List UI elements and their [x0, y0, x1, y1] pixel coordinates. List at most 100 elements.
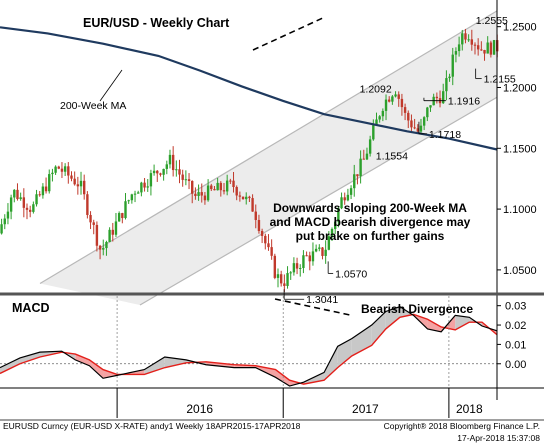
candle-body — [333, 221, 337, 229]
candle-body — [152, 170, 156, 174]
candle-body — [206, 185, 210, 201]
price-y-tick: 1.1500 — [503, 143, 537, 155]
macd-histogram-fill — [455, 315, 470, 330]
macd-histogram-fill — [324, 346, 338, 381]
candle-body — [340, 197, 343, 209]
candle-body — [60, 168, 64, 172]
candle-body — [187, 179, 191, 181]
price-chart-title: EUR/USD - Weekly Chart — [83, 16, 230, 30]
candle-body — [73, 178, 76, 185]
candle-body — [41, 186, 45, 196]
candle-body — [422, 117, 426, 126]
candle-body — [171, 154, 175, 171]
candle-body — [82, 180, 86, 195]
candle-body — [121, 213, 124, 219]
candle-body — [254, 211, 257, 220]
candle-body — [483, 49, 486, 54]
candle-body — [35, 194, 38, 205]
candle-body — [162, 168, 165, 175]
price-annotation: 1.1554 — [376, 151, 408, 163]
candle-body — [314, 248, 318, 252]
candle-body — [32, 204, 35, 212]
candle-body — [264, 235, 267, 244]
candle-body — [368, 139, 372, 154]
candle-body — [362, 158, 365, 160]
candle-body — [445, 78, 448, 92]
candle-body — [16, 189, 19, 200]
candle-body — [9, 197, 13, 212]
candle-body — [114, 221, 118, 235]
candle-body — [426, 107, 429, 118]
candle-body — [299, 267, 302, 269]
candle-body — [388, 99, 391, 102]
candle-body — [13, 189, 16, 198]
candle-body — [238, 195, 242, 197]
candle-body — [159, 173, 162, 175]
x-tick-label: 2017 — [352, 402, 379, 416]
candle-body — [197, 192, 200, 196]
candle-body — [76, 184, 80, 187]
candle-body — [216, 182, 219, 191]
candle-body — [397, 94, 400, 99]
ma-label-leader — [99, 69, 123, 102]
candle-body — [467, 39, 470, 41]
channel-lower-line — [139, 96, 498, 306]
candle-body — [222, 190, 226, 192]
macd-histogram-fill — [103, 369, 118, 379]
candle-body — [54, 166, 57, 173]
candle-body — [203, 195, 207, 201]
macd-line — [0, 305, 498, 387]
macd-histogram-fill — [89, 359, 104, 379]
candle-body — [372, 125, 375, 140]
candle-body — [22, 197, 26, 208]
candle-body — [111, 229, 114, 235]
candle-body — [232, 180, 235, 188]
candle-body — [146, 186, 149, 188]
candle-body — [219, 182, 223, 191]
candle-body — [454, 51, 458, 55]
candle-body — [308, 255, 311, 262]
candle-body — [95, 224, 99, 246]
candle-body — [156, 170, 159, 174]
candle-body — [451, 54, 454, 77]
candle-body — [117, 213, 121, 222]
candle-body — [67, 166, 70, 176]
candle-body — [486, 42, 489, 54]
candle-body — [365, 153, 369, 160]
candle-body — [225, 180, 229, 192]
candle-body — [403, 107, 407, 113]
macd-histogram-fill — [275, 369, 290, 387]
candle-body — [105, 241, 108, 249]
candle-body — [70, 175, 73, 179]
candle-body — [273, 255, 277, 278]
candle-body — [286, 273, 289, 286]
candle-body — [311, 251, 315, 262]
candle-body — [168, 154, 172, 165]
candle-body — [276, 274, 280, 278]
macd-histogram-fill — [19, 352, 40, 364]
candle-body — [130, 194, 134, 201]
candle-body — [89, 214, 92, 223]
candle-body — [137, 192, 140, 194]
candle-body — [0, 224, 3, 234]
candle-body — [419, 125, 423, 132]
candle-body — [92, 222, 95, 225]
candle-body — [289, 272, 292, 274]
price-annotation: 1.3041 — [306, 294, 338, 306]
candle-body — [102, 248, 105, 250]
candle-body — [416, 128, 419, 132]
macd-y-tick: 0.01 — [505, 339, 526, 351]
x-tick-label: 2018 — [456, 402, 483, 416]
candle-body — [270, 247, 273, 256]
candle-body — [302, 255, 305, 268]
candle-body — [343, 197, 346, 201]
candle-body — [25, 207, 29, 210]
footer-copyright: Copyright® 2018 Bloomberg Finance L.P. — [384, 421, 540, 431]
price-y-tick: 1.2500 — [503, 22, 537, 34]
candle-body — [391, 96, 394, 102]
candle-body — [57, 166, 60, 169]
macd-histogram-fill — [0, 357, 20, 374]
candle-body — [413, 127, 416, 129]
price-annotation: 1.1718 — [429, 129, 461, 141]
